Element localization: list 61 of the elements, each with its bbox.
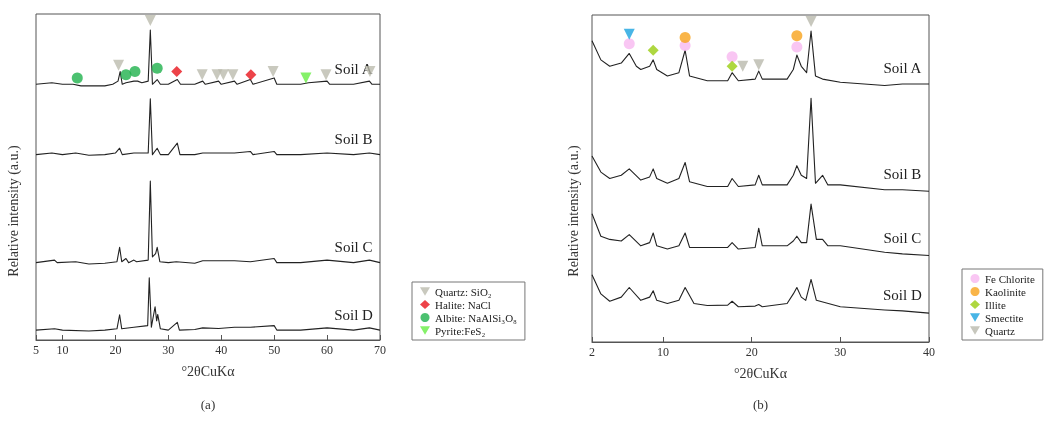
point bbox=[217, 69, 229, 81]
series-label: Soil A bbox=[883, 60, 922, 77]
legend-label: Kaolinite bbox=[985, 285, 1027, 298]
point bbox=[267, 66, 279, 78]
point bbox=[71, 72, 83, 84]
y-axis-title: Relative intensity (a.u.) bbox=[565, 144, 582, 277]
point bbox=[144, 14, 156, 26]
point bbox=[300, 72, 312, 84]
x-tick-label: 2 bbox=[589, 345, 595, 359]
x-tick-label: 50 bbox=[268, 343, 281, 357]
x-tick-label: 20 bbox=[745, 345, 758, 359]
series-label: Soil B bbox=[883, 166, 922, 183]
x-axis-title: °2θCuKα bbox=[181, 363, 236, 379]
point bbox=[647, 44, 659, 56]
x-tick-label: 40 bbox=[923, 345, 935, 359]
legend-label: Fe Chlorite bbox=[985, 272, 1035, 285]
point bbox=[120, 69, 132, 81]
point bbox=[113, 59, 125, 71]
x-tick-label: 70 bbox=[374, 343, 386, 357]
point bbox=[726, 60, 738, 72]
legend-label: Illite bbox=[985, 298, 1006, 311]
point bbox=[151, 62, 163, 74]
legend-label: Albite: NaAlSi₃O₈ bbox=[435, 311, 518, 324]
point bbox=[171, 66, 183, 78]
text: (a) bbox=[200, 397, 216, 412]
x-axis-title: °2θCuKα bbox=[733, 365, 788, 381]
text: (b) bbox=[752, 397, 769, 412]
point bbox=[196, 69, 208, 81]
series-label: Soil C bbox=[883, 230, 922, 247]
point bbox=[679, 31, 691, 43]
legend-label: Smectite bbox=[985, 311, 1024, 324]
point bbox=[753, 59, 765, 71]
point bbox=[791, 41, 803, 53]
point bbox=[726, 51, 738, 63]
point bbox=[737, 60, 749, 72]
x-tick-label: 20 bbox=[109, 343, 122, 357]
legend-label: Halite: NaCl bbox=[435, 298, 491, 311]
x-tick-label: 10 bbox=[656, 345, 669, 359]
legend-label: Quartz bbox=[985, 324, 1016, 337]
series-label: Soil D bbox=[334, 306, 374, 323]
x-tick-label: 30 bbox=[162, 343, 175, 357]
series-label: Soil A bbox=[334, 60, 373, 77]
x-tick-label: 5 bbox=[33, 343, 39, 357]
legend-label: Pyrite:FeS₂ bbox=[435, 324, 486, 337]
series-label: Soil C bbox=[334, 239, 373, 256]
x-tick-label: 40 bbox=[215, 343, 228, 357]
x-tick-label: 60 bbox=[321, 343, 334, 357]
point bbox=[805, 15, 817, 27]
series-label: Soil D bbox=[883, 287, 922, 304]
point bbox=[791, 30, 803, 42]
point bbox=[320, 69, 332, 81]
legend-label: Quartz: SiO₂ bbox=[435, 285, 492, 298]
point bbox=[623, 28, 635, 40]
x-tick-label: 10 bbox=[56, 343, 69, 357]
series-label: Soil B bbox=[334, 131, 373, 148]
point bbox=[227, 69, 239, 81]
point bbox=[245, 69, 257, 81]
x-tick-label: 30 bbox=[834, 345, 847, 359]
point bbox=[129, 66, 141, 78]
y-axis-title: Relative intensity (a.u.) bbox=[5, 144, 22, 277]
point bbox=[623, 38, 635, 50]
